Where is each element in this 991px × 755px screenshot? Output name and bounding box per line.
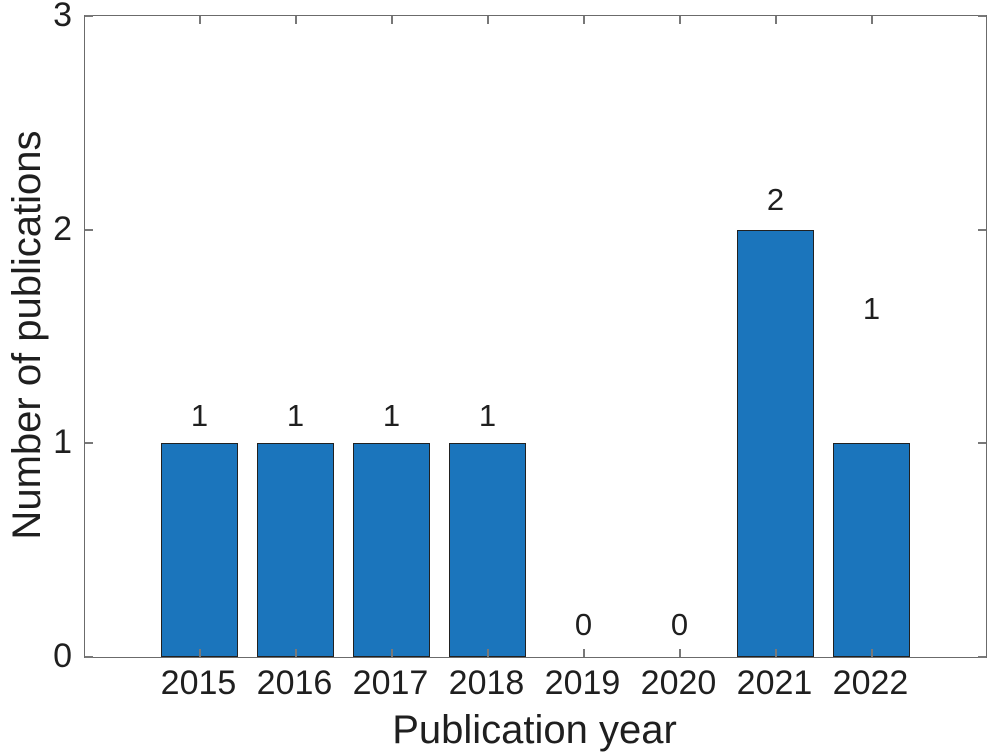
y-tick-left-3: [85, 15, 93, 17]
x-tick-label-2015: 2015: [160, 664, 237, 702]
x-axis-label: Publication year: [392, 708, 677, 752]
y-tick-left-2: [85, 228, 93, 231]
y-tick-left-0: [85, 656, 93, 658]
value-label-2020: 0: [670, 606, 689, 642]
x-tick-bottom-2021: [774, 649, 777, 657]
x-tick-label-2020: 2020: [640, 664, 717, 702]
x-tick-top-2020: [678, 16, 681, 24]
x-tick-bottom-2018: [486, 649, 489, 657]
bar-2018: [449, 443, 526, 657]
bar-2016: [257, 443, 334, 657]
y-tick-label-0: 0: [53, 637, 72, 675]
plot-area: 1 1 1 1 0 0 2 1: [84, 15, 987, 658]
x-tick-bottom-2020: [678, 649, 681, 657]
bar-2017: [353, 443, 430, 657]
x-tick-bottom-2019: [582, 649, 585, 657]
x-tick-top-2017: [390, 16, 393, 24]
bar-2021: [737, 229, 814, 657]
x-tick-top-2018: [486, 16, 489, 24]
y-tick-label-2: 2: [53, 209, 72, 248]
x-tick-label-2016: 2016: [256, 664, 333, 702]
y-tick-right-2: [978, 228, 986, 231]
x-tick-label-2019: 2019: [544, 664, 621, 702]
x-tick-bottom-2016: [294, 649, 297, 657]
x-tick-top-2015: [198, 16, 201, 24]
x-tick-label-2022: 2022: [832, 664, 909, 702]
value-label-2021: 2: [766, 181, 785, 217]
x-tick-top-2022: [870, 16, 873, 24]
value-label-2015: 1: [190, 397, 209, 433]
value-label-2018: 1: [478, 397, 497, 433]
value-label-2019: 0: [574, 606, 593, 642]
bar-2022: [833, 443, 910, 657]
y-tick-label-3: 3: [53, 0, 72, 34]
value-label-2017: 1: [382, 397, 401, 433]
x-tick-top-2019: [582, 16, 585, 24]
y-tick-right-1: [978, 442, 986, 445]
y-tick-right-3: [978, 15, 986, 17]
y-tick-left-1: [85, 442, 93, 445]
x-tick-top-2016: [294, 16, 297, 24]
x-tick-top-2021: [774, 16, 777, 24]
y-tick-label-1: 1: [53, 423, 72, 462]
y-tick-right-0: [978, 656, 986, 658]
value-label-2016: 1: [286, 397, 305, 433]
value-label-2022: 1: [862, 290, 881, 326]
bar-2015: [161, 443, 238, 657]
x-tick-label-2018: 2018: [448, 664, 525, 702]
x-tick-label-2017: 2017: [352, 664, 429, 702]
x-tick-bottom-2015: [198, 649, 201, 657]
x-tick-bottom-2017: [390, 649, 393, 657]
y-axis-label: Number of publications: [5, 130, 49, 540]
x-tick-label-2021: 2021: [736, 664, 813, 702]
x-tick-bottom-2022: [870, 649, 873, 657]
